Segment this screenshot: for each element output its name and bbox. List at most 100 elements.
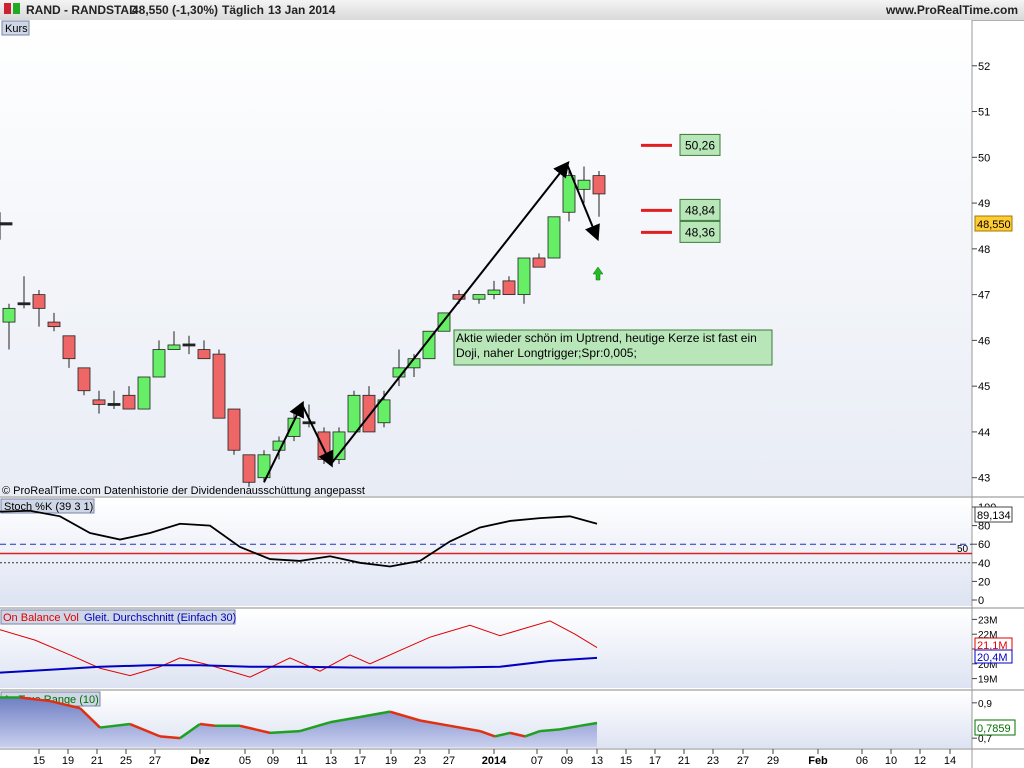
- obv-tick-label: 19M: [978, 675, 997, 686]
- stoch-tick-label: 20: [978, 576, 990, 588]
- up-arrow-icon: [592, 266, 604, 281]
- atr-segment: [329, 715, 361, 724]
- obv-tick-label: 22M: [978, 630, 997, 641]
- price-tick-label: 49: [978, 198, 990, 210]
- price-tick-label: 50: [978, 152, 990, 164]
- candle-down: [47, 321, 61, 328]
- obv-series-line: [0, 656, 598, 674]
- atr-segment: [479, 729, 496, 738]
- x-tick-label: 19: [385, 755, 397, 767]
- date-label: 13 Jan 2014: [268, 3, 336, 17]
- atr-segment: [539, 728, 561, 733]
- candle-up: [137, 376, 151, 410]
- price-tick-label: 45: [978, 381, 990, 393]
- atr-segment: [579, 721, 598, 728]
- window-control-green-icon[interactable]: [13, 3, 20, 14]
- candle-up: [547, 216, 561, 259]
- obv-tick-label: 20M: [978, 660, 997, 671]
- chart-area: Kurs © ProRealTime.com Datenhistorie der…: [0, 20, 1024, 768]
- annotation-box: [453, 329, 773, 366]
- x-tick-label: 15: [33, 755, 45, 767]
- candle-down: [182, 343, 196, 347]
- candle-up: [257, 454, 271, 479]
- atr-segment: [129, 722, 161, 738]
- x-tick-label: 07: [531, 755, 543, 767]
- level-label: 50,26: [685, 138, 715, 152]
- candle-up: [422, 330, 436, 360]
- x-tick-label: 11: [296, 755, 307, 767]
- level-label: 48,84: [685, 203, 715, 217]
- obv-ma-label: Gleit. Durchschnitt (Einfach 30): [84, 612, 236, 624]
- x-tick-label: 17: [649, 755, 661, 767]
- candle-down: [592, 175, 606, 195]
- level-label: 48,36: [685, 225, 715, 239]
- candle-down: [362, 394, 376, 433]
- candle-down: [532, 257, 546, 268]
- stoch-last-value: 89,134: [977, 510, 1011, 522]
- stoch-tick-label: 80: [978, 521, 990, 533]
- atr-segment: [419, 719, 451, 728]
- x-tick-label: 27: [443, 755, 455, 767]
- candle-up: [377, 399, 391, 424]
- quote-value: 48,550 (-1,30%): [132, 3, 219, 17]
- trend-arrow: [566, 163, 600, 242]
- atr-segment: [494, 731, 511, 738]
- x-tick-label: 15: [620, 755, 632, 767]
- candle-up: [347, 394, 361, 433]
- price-axis: 43 44 45 46 47 48 49 50 51 52: [972, 61, 990, 485]
- atr-segment: [509, 731, 526, 738]
- atr-segment: [49, 699, 81, 710]
- x-axis: 15 19 21 25 27 Dez 05 09 11 13 17 19 23 27 2014 07 09 13 1…: [33, 749, 956, 767]
- x-tick-label: 27: [737, 755, 749, 767]
- stoch-panel-tag: [0, 498, 95, 514]
- atr-last-value: 0,7859: [977, 723, 1011, 735]
- x-tick-label: 13: [325, 755, 337, 767]
- atr-segment: [359, 710, 391, 719]
- period-label: Täglich: [222, 3, 265, 17]
- atr-last-badge: [974, 719, 1016, 736]
- obv-last-value: 21,1M: [977, 640, 1008, 652]
- x-tick-label: 17: [354, 755, 366, 767]
- site-label[interactable]: www.ProRealTime.com: [885, 3, 1018, 17]
- x-tick-label: Feb: [808, 755, 828, 767]
- candle-down: [197, 349, 211, 360]
- candle-up: [577, 179, 591, 190]
- level-box: [679, 220, 721, 243]
- candle-up: [2, 307, 16, 323]
- stoch-last-badge: [974, 506, 1013, 523]
- obv-label: On Balance Vol: [3, 612, 79, 624]
- x-tick-label: 10: [885, 755, 897, 767]
- stoch-tick-label: 0: [978, 595, 984, 607]
- atr-segment: [99, 722, 131, 729]
- trend-arrow: [263, 400, 304, 483]
- price-tick-label: 47: [978, 290, 990, 302]
- x-tick-label: 19: [62, 755, 74, 767]
- obv-ma-last-badge: [974, 649, 1013, 664]
- candle-down: [317, 431, 331, 460]
- window-control-red-icon[interactable]: [4, 3, 11, 14]
- candle-down: [502, 280, 516, 296]
- x-tick-label: 09: [561, 755, 573, 767]
- atr-segment: [179, 723, 201, 740]
- candle-up: [167, 344, 181, 350]
- x-tick-label: 21: [678, 755, 690, 767]
- obv-series-line: [0, 620, 598, 678]
- atr-segment: [79, 707, 101, 729]
- atr-segment: [199, 722, 216, 728]
- title-bar: RAND - RANDSTAD 48,550 (-1,30%) Täglich …: [0, 0, 1024, 21]
- x-tick-label: 09: [267, 755, 279, 767]
- obv-panel-tag: [0, 609, 236, 625]
- atr-segment: [159, 735, 181, 740]
- candle-down: [242, 454, 256, 483]
- level-box: [679, 198, 721, 221]
- window-controls[interactable]: [4, 3, 20, 17]
- annotation-text: Aktie wieder schön im Uptrend, heutige K…: [456, 331, 757, 360]
- x-tick-label: Dez: [190, 755, 210, 767]
- atr-segment: [239, 724, 271, 735]
- candle-down: [62, 335, 76, 360]
- candle-up: [517, 257, 531, 296]
- candle-up: [487, 289, 501, 296]
- x-tick-label: 25: [120, 755, 132, 767]
- level-box: [679, 133, 721, 156]
- instrument-title: RAND - RANDSTAD: [26, 3, 138, 17]
